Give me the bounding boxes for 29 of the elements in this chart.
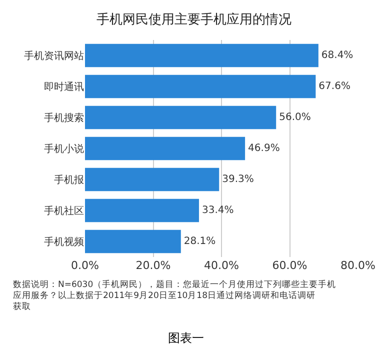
y-tick-label: 手机资讯网站 bbox=[24, 50, 84, 62]
y-tick-label: 手机视频 bbox=[44, 236, 84, 248]
data-label: 28.1% bbox=[184, 236, 216, 248]
data-label: 33.4% bbox=[202, 205, 234, 216]
data-label: 68.4% bbox=[321, 50, 354, 62]
bar bbox=[85, 168, 220, 192]
bar bbox=[85, 198, 199, 222]
x-tick-label: 40.0% bbox=[204, 259, 239, 272]
y-tick-label: 手机搜索 bbox=[44, 112, 84, 124]
data-label: 67.6% bbox=[318, 81, 350, 92]
bar bbox=[85, 74, 316, 98]
text: 数据说明：N=6030（手机网民），题目：您最近一个月使用过下列哪些主要手机应用服务？以上数据于2011年9月20日至10月18日通过网络调研和电话调研获取 bbox=[13, 279, 336, 312]
x-tick-label: 80.0% bbox=[340, 259, 376, 272]
bar bbox=[85, 230, 181, 254]
y-tick-label: 即时通讯 bbox=[44, 81, 84, 93]
y-tick-label: 手机社区 bbox=[44, 205, 84, 217]
data-label: 56.0% bbox=[279, 112, 311, 124]
bar bbox=[85, 44, 318, 68]
chart-title: 手机网民使用主要手机应用的情况 bbox=[96, 12, 292, 28]
bar bbox=[85, 136, 246, 160]
data-label: 46.9% bbox=[248, 143, 280, 154]
x-tick-label: 60.0% bbox=[272, 259, 308, 272]
x-tick-label: 0.0% bbox=[71, 259, 99, 272]
bar bbox=[85, 106, 276, 130]
y-tick-label: 手机小说 bbox=[44, 143, 84, 155]
data-label: 39.3% bbox=[222, 174, 254, 186]
x-tick-label: 20.0% bbox=[136, 259, 171, 272]
y-tick-label: 手机报 bbox=[54, 174, 84, 186]
text: 图表一 bbox=[168, 331, 204, 345]
